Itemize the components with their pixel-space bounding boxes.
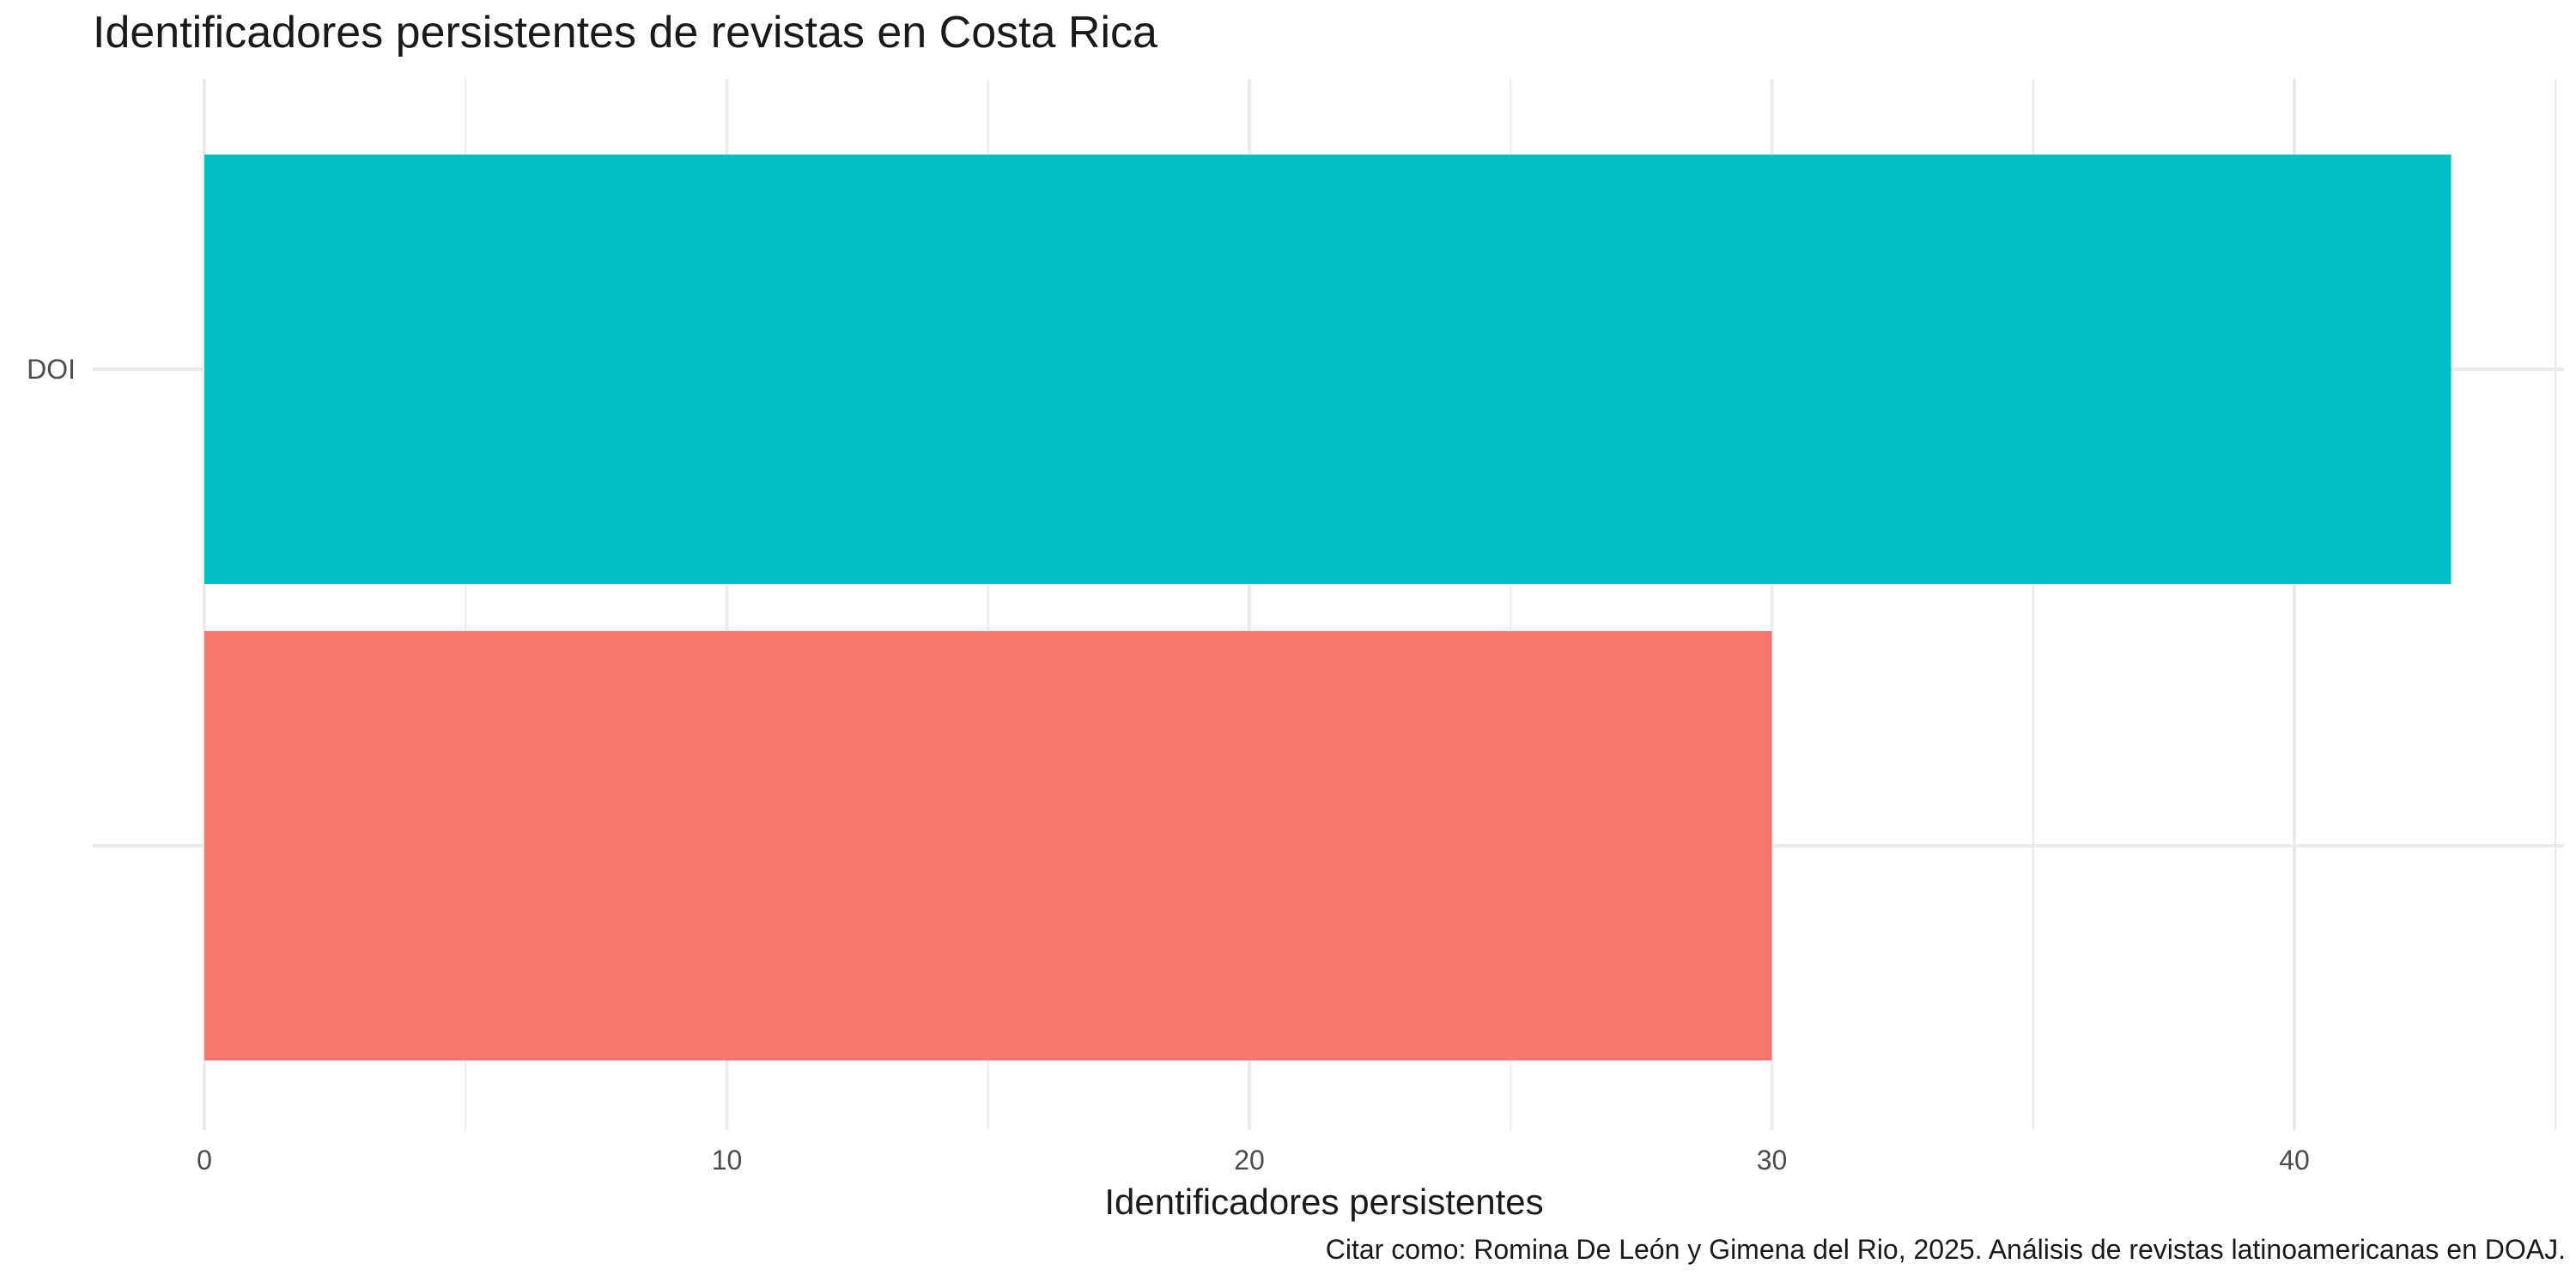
axes: 0 10 20 30 40 DOI: [27, 354, 2310, 1176]
x-tick-label: 0: [197, 1145, 212, 1176]
y-tick-label: DOI: [27, 354, 76, 385]
chart-caption: Citar como: Romina De León y Gimena del …: [1325, 1234, 2566, 1265]
bars: [204, 155, 2451, 1060]
x-tick-label: 40: [2279, 1145, 2310, 1176]
x-tick-label: 20: [1234, 1145, 1265, 1176]
bar: [204, 631, 1772, 1060]
x-axis-title: Identificadores persistentes: [1104, 1182, 1543, 1222]
x-tick-label: 10: [712, 1145, 743, 1176]
bar: [204, 155, 2451, 584]
chart-title: Identificadores persistentes de revistas…: [93, 8, 1157, 58]
x-tick-label: 30: [1757, 1145, 1788, 1176]
